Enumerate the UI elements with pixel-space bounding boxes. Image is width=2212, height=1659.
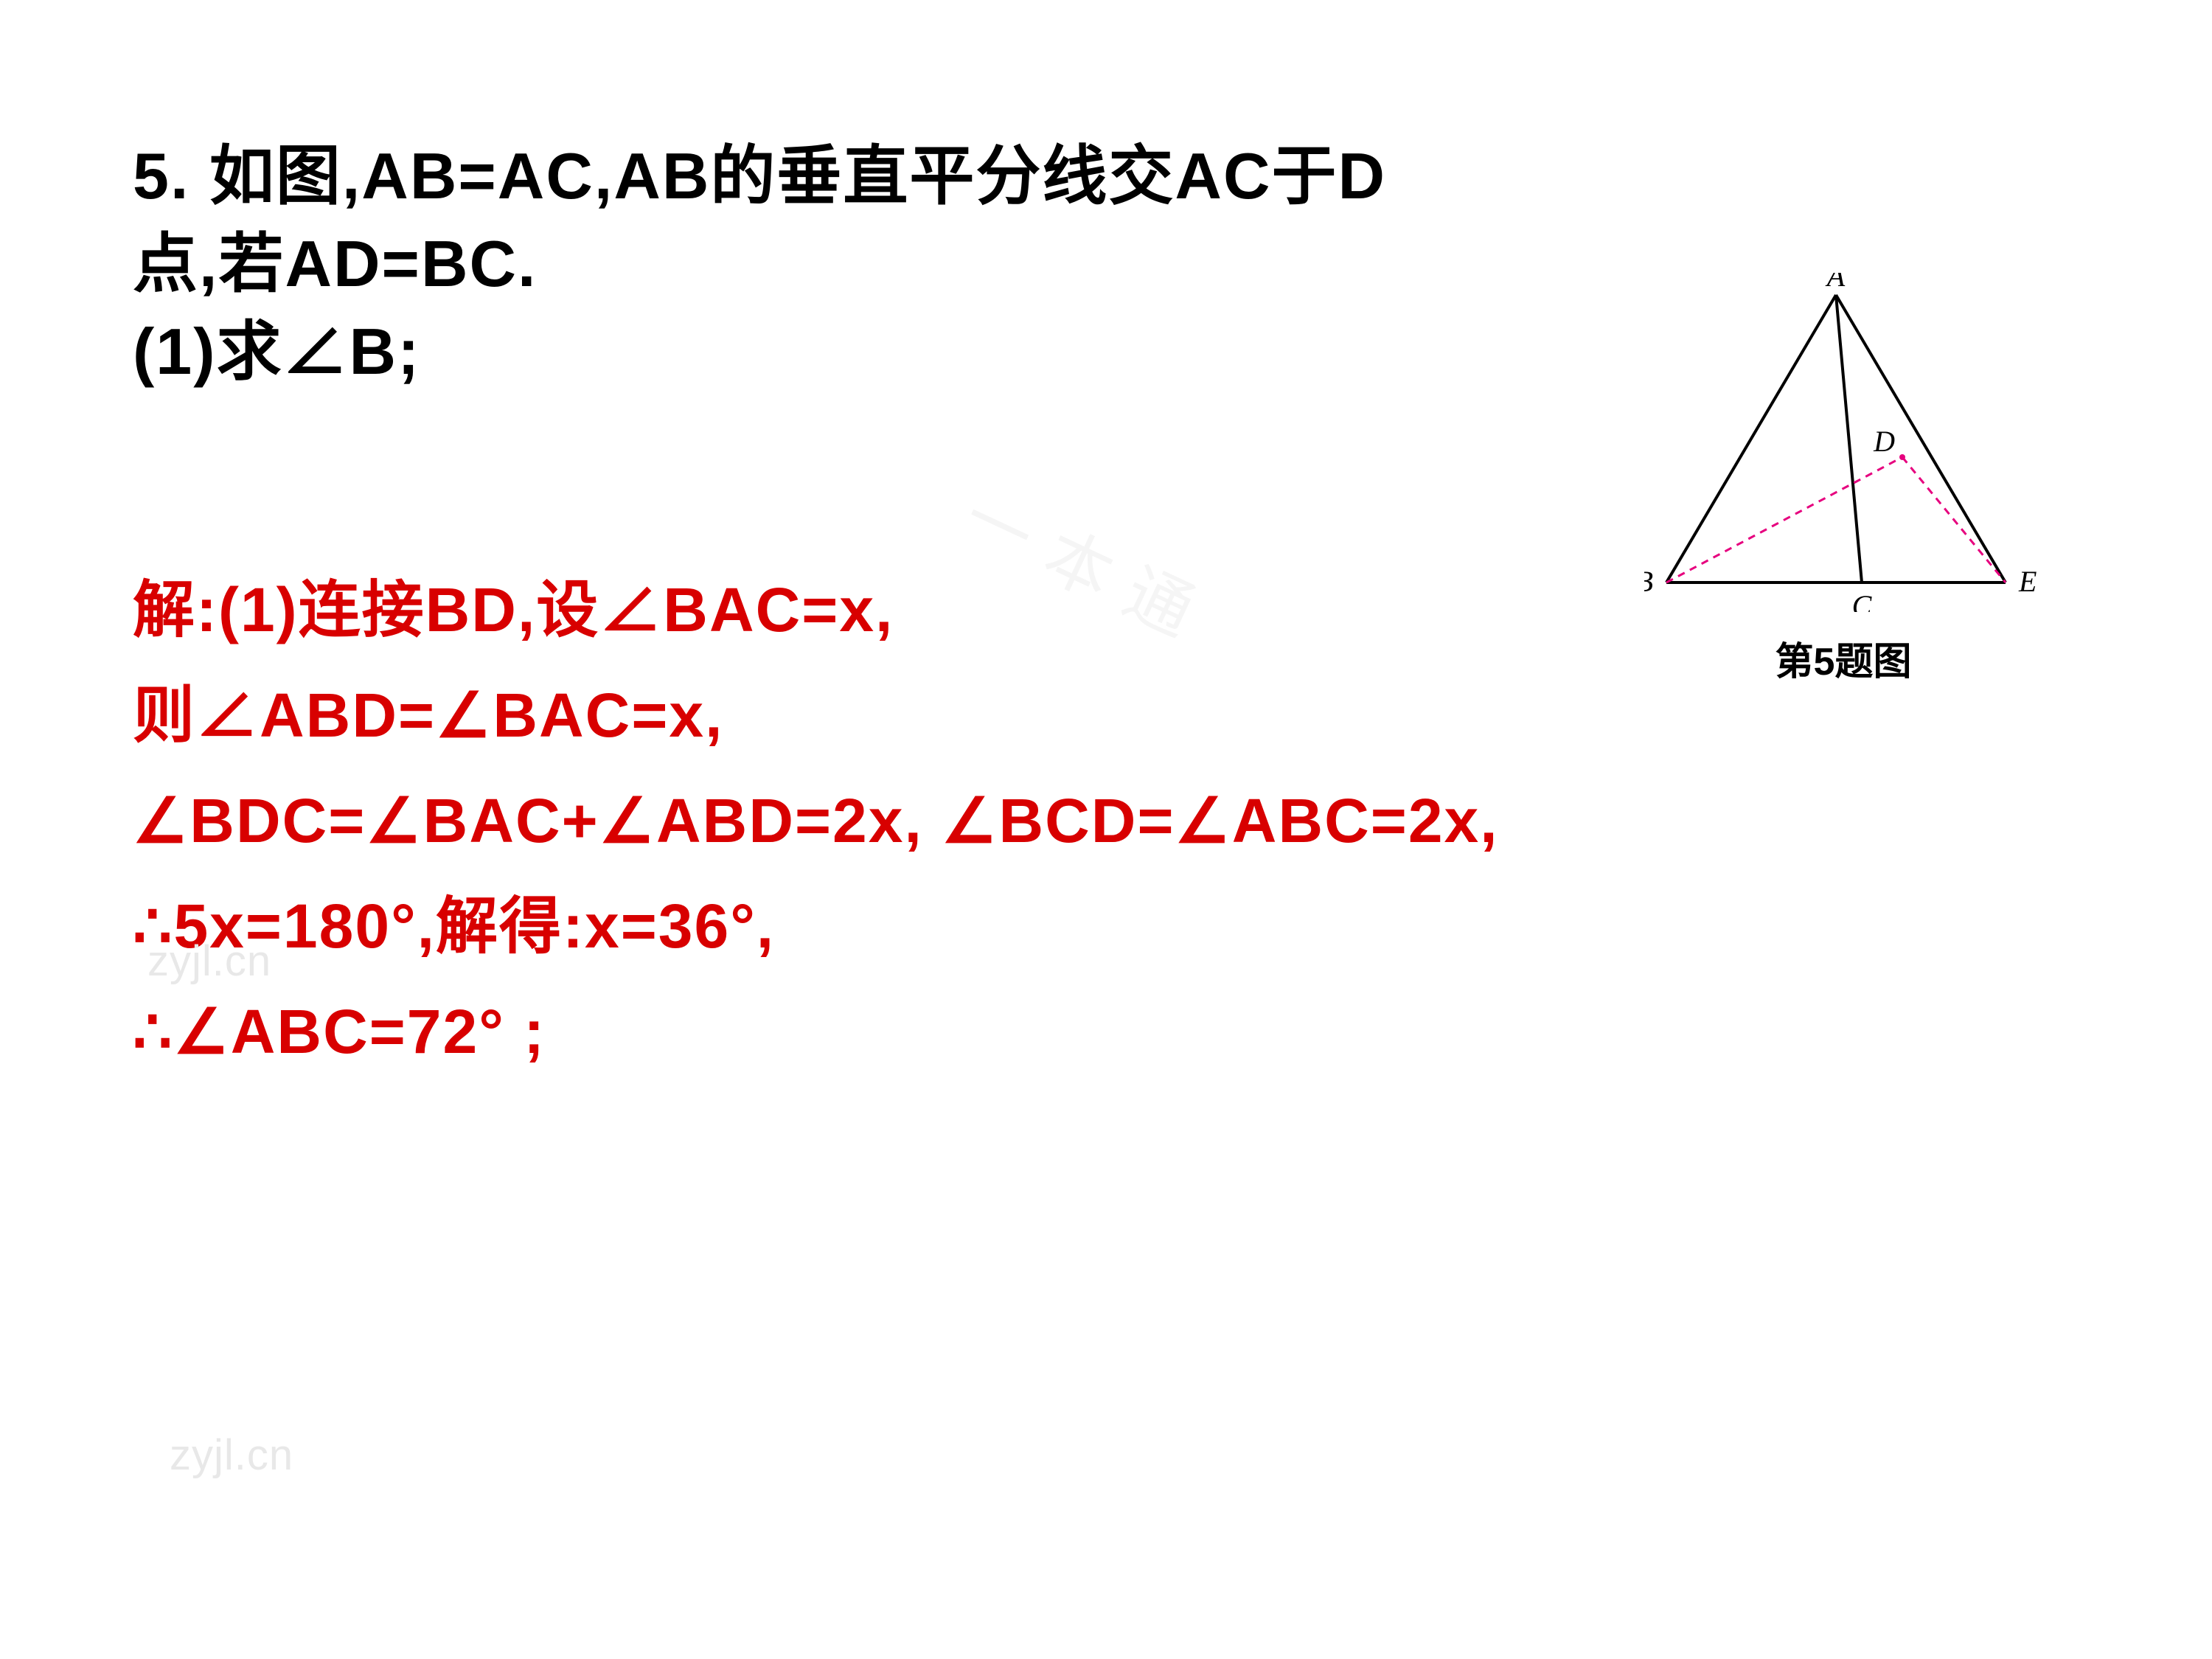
label-B: B [1644,565,1653,598]
content-container: 5. 如图,AB=AC,AB的垂直平分线交AC于D 点,若AD=BC. (1)求… [0,0,2212,1084]
figure-caption: 第5题图 [1644,630,2042,686]
point-D-marker [1899,454,1905,460]
solution-line-4: ∴5x=180°,解得:x=36°, [133,874,2079,979]
labels-group: A B C D E [1644,273,2037,612]
label-C: C [1852,589,1873,612]
watermark-2: zyjl.cn [170,1430,293,1480]
line-AC [1836,295,1862,582]
label-A: A [1825,273,1846,293]
dashed-lines-group [1666,454,2006,582]
figure-container: A B C D E 第5题图 [1644,273,2042,686]
line-AE [1836,295,2006,582]
label-E: E [2018,565,2037,598]
label-D: D [1873,425,1895,458]
problem-line-1: 5. 如图,AB=AC,AB的垂直平分线交AC于D [133,133,2079,220]
solution-line-5: ∴∠ABC=72° ; [133,979,2079,1085]
solution-line-3: ∠BDC=∠BAC+∠ABD=2x, ∠BCD=∠ABC=2x, [133,768,2079,874]
line-AB [1666,295,1836,582]
solid-lines-group [1666,295,2006,582]
geometry-figure: A B C D E [1644,273,2042,612]
dashed-line-DE [1902,457,2006,582]
